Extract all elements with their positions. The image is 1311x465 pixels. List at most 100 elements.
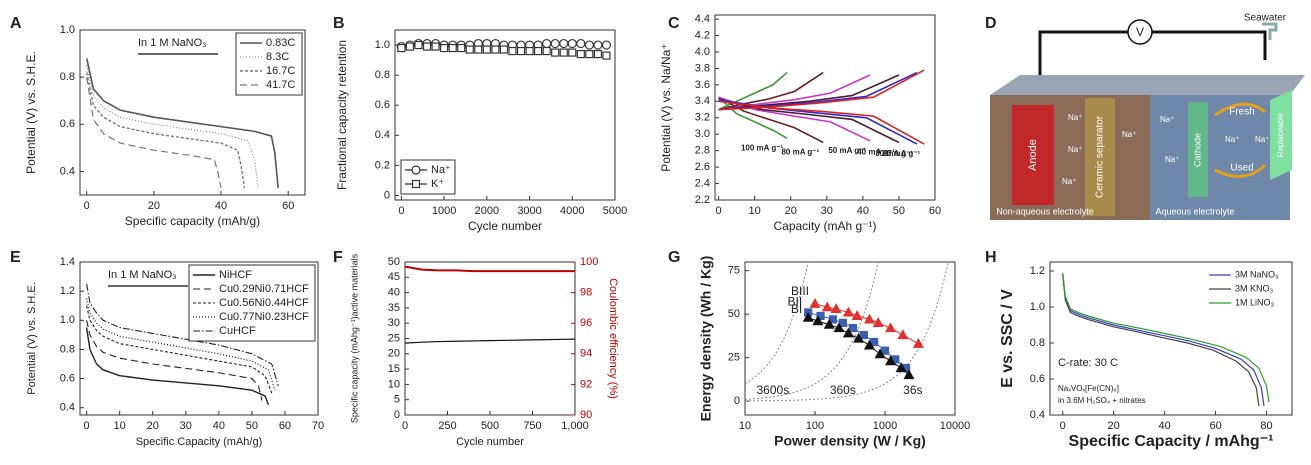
marker <box>874 348 886 359</box>
ion-label: Na⁺ <box>1255 135 1269 144</box>
x-tick-label: 0 <box>84 200 90 212</box>
marker <box>411 179 421 189</box>
ion-label: Na⁺ <box>1225 135 1239 144</box>
x-tick-label: 0 <box>402 420 408 432</box>
marker <box>848 323 858 333</box>
marker <box>812 315 824 326</box>
meter-label: V <box>1136 25 1144 39</box>
y-tick-label: 5 <box>394 394 400 406</box>
marker <box>542 38 552 49</box>
marker <box>568 48 577 57</box>
y-tick-label: 10 <box>388 378 400 390</box>
series-line <box>85 327 270 406</box>
y-tick-label: 20 <box>388 348 400 360</box>
x-axis-title: Specific capacity (mAh/g) <box>125 214 260 228</box>
marker <box>851 310 863 320</box>
y-tick-label: 3.4 <box>695 95 710 107</box>
marker <box>872 317 884 327</box>
x-tick-label: 60 <box>1209 420 1221 432</box>
y-tick-label: 4.0 <box>695 46 710 58</box>
x-tick-label: 80 <box>1260 420 1272 432</box>
series-line <box>86 65 259 188</box>
y-tick-label: 2.8 <box>695 145 710 157</box>
x-axis-title: Cycle number <box>468 219 542 233</box>
y2-tick-label: 94 <box>580 348 592 360</box>
series-label: 50 mA g⁻¹ <box>828 146 866 155</box>
x-tick-label: 0 <box>1060 420 1066 432</box>
x-tick-label: 100 <box>806 420 824 432</box>
marker <box>833 322 845 333</box>
plot-frame <box>394 29 616 201</box>
marker <box>838 318 847 327</box>
meter <box>1127 19 1153 45</box>
legend-label: Cu0.29Ni0.71HCF <box>219 283 309 295</box>
marker <box>499 45 509 54</box>
ion-label: Na⁺ <box>1068 145 1082 154</box>
panel-letter: A <box>10 15 22 32</box>
panel-letter: G <box>668 249 680 266</box>
cathode <box>1188 102 1208 197</box>
x-tick-label: 50 <box>246 420 258 432</box>
y-tick-label: 2.2 <box>695 194 710 206</box>
series-connector <box>814 303 919 345</box>
reference-line <box>745 262 879 400</box>
series-line <box>86 283 279 387</box>
series-connector <box>808 317 910 376</box>
ion-label: Na⁺ <box>1122 130 1136 139</box>
x-tick-label: 1,000 <box>561 420 589 432</box>
x-tick-label: 10000 <box>940 420 971 432</box>
x-tick-label: 0 <box>716 205 722 217</box>
y-tick-label: 2.4 <box>695 177 710 189</box>
marker <box>602 51 611 60</box>
diagram-panel: D V Seawater Anode Ceramic separator Cat… <box>985 13 1305 220</box>
marker <box>576 49 585 59</box>
marker <box>465 45 474 54</box>
marker <box>809 298 821 308</box>
legend-label: Cu0.56Ni0.44HCF <box>219 297 309 309</box>
marker <box>525 46 534 56</box>
marker <box>895 362 907 373</box>
y-tick-label: 1.2 <box>60 285 75 297</box>
fresh-arrow <box>1214 102 1266 117</box>
marker <box>534 46 543 56</box>
y-tick-label: 25 <box>388 332 400 344</box>
seawater-label: Seawater <box>1244 13 1287 24</box>
y-tick-label: 3.6 <box>695 79 710 91</box>
plot-frame <box>404 261 576 416</box>
reference-line <box>745 262 809 385</box>
y-tick-label: 4.4 <box>695 13 710 25</box>
legend-label: NiHCF <box>219 269 252 281</box>
x-tick-label: 20 <box>785 205 797 217</box>
plot-frame <box>1049 261 1293 416</box>
y-axis-title: Potential (V) vs. S.H.E. <box>24 51 38 174</box>
marker <box>601 40 612 50</box>
x-tick-label: 0 <box>84 420 90 432</box>
anode-label: Anode <box>1027 139 1039 171</box>
marker <box>859 330 869 340</box>
marker <box>802 311 814 322</box>
y-tick-label: 0.4 <box>60 402 75 414</box>
panel-letter: F <box>333 249 343 266</box>
y-tick-label: 0.4 <box>1030 409 1045 421</box>
series-line <box>1062 274 1260 407</box>
y-tick-label: 0.6 <box>375 99 390 111</box>
marker <box>897 329 909 340</box>
y-tick-label: 0 <box>384 189 390 201</box>
series-line <box>86 72 246 189</box>
panel-letter: D <box>985 15 997 32</box>
separator-label: Ceramic separator <box>1095 115 1106 198</box>
used-label: Used <box>1230 163 1253 174</box>
legend-label: Cu0.77Ni0.23HCF <box>219 311 309 323</box>
legend-title: In 1 M NaNO₃ <box>138 37 207 49</box>
faucet <box>1262 22 1278 40</box>
marker <box>863 313 875 324</box>
marker <box>584 40 594 50</box>
y-tick-label: 3.0 <box>695 128 710 140</box>
y2-tick-label: 96 <box>580 317 592 329</box>
x-tick-label: 50 <box>893 205 905 217</box>
marker <box>440 43 449 53</box>
y-tick-label: 1.0 <box>60 24 75 36</box>
y-tick-label: 0 <box>734 395 740 407</box>
marker <box>551 48 560 57</box>
marker <box>397 43 406 53</box>
